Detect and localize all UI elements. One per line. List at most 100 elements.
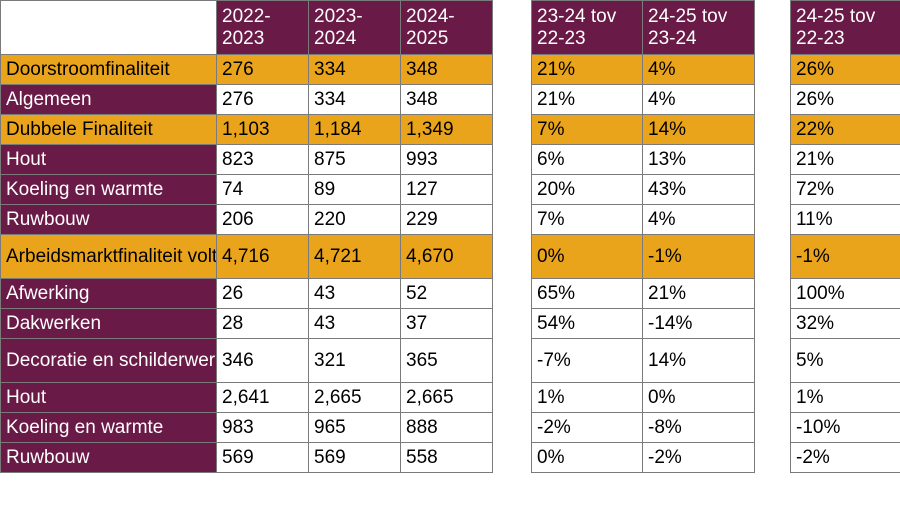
- header-spacer: [0, 0, 217, 55]
- count-cell: 334: [308, 84, 401, 115]
- table-row: 7% 14%: [531, 114, 755, 145]
- total-change-cell: 5%: [790, 338, 900, 383]
- count-cell: 321: [308, 338, 401, 383]
- change-cell: 0%: [642, 382, 755, 413]
- total-change-cell: 72%: [790, 174, 900, 205]
- table-row: -1%: [790, 234, 900, 279]
- total-change-cell: 1%: [790, 382, 900, 413]
- count-cell: 4,716: [216, 234, 309, 279]
- count-cell: 127: [400, 174, 493, 205]
- count-cell: 334: [308, 54, 401, 85]
- table-row: 65% 21%: [531, 278, 755, 309]
- count-cell: 43: [308, 278, 401, 309]
- total-change-cell: -10%: [790, 412, 900, 443]
- table-row: Arbeidsmarktfinaliteit voltijds4,7164,72…: [0, 234, 493, 279]
- total-change-cell: 32%: [790, 308, 900, 339]
- table-row: -7% 14%: [531, 338, 755, 383]
- change-cell: 0%: [531, 442, 643, 473]
- row-label: Decoratie en schilderwerk: [0, 338, 217, 383]
- change-cell: 21%: [531, 84, 643, 115]
- table-row: Dakwerken 28 43 37: [0, 308, 493, 339]
- table-row: 11%: [790, 204, 900, 235]
- table-row: 21% 4%: [531, 84, 755, 115]
- count-cell: 1,349: [400, 114, 493, 145]
- change-cell: 14%: [642, 338, 755, 383]
- change-cell: 7%: [531, 204, 643, 235]
- table-row: 54% -14%: [531, 308, 755, 339]
- change-cell: 4%: [642, 204, 755, 235]
- change-cell: 4%: [642, 54, 755, 85]
- column-header-change: 23-24 tov 22-23: [531, 0, 643, 55]
- column-header-year: 2022- 2023: [216, 0, 309, 55]
- row-label: Hout: [0, 144, 217, 175]
- count-cell: 1,184: [308, 114, 401, 145]
- change-cell: -2%: [642, 442, 755, 473]
- change-cell: 0%: [531, 234, 643, 279]
- table-row: -2% -8%: [531, 412, 755, 443]
- change-cell: 65%: [531, 278, 643, 309]
- row-label: Koeling en warmte: [0, 412, 217, 443]
- count-cell: 220: [308, 204, 401, 235]
- table-row: Decoratie en schilderwerk 346 321 365: [0, 338, 493, 383]
- count-cell: 983: [216, 412, 309, 443]
- count-cell: 52: [400, 278, 493, 309]
- change-cell: -1%: [642, 234, 755, 279]
- row-label: Afwerking: [0, 278, 217, 309]
- column-header-year: 2023- 2024: [308, 0, 401, 55]
- table-row: -2%: [790, 442, 900, 473]
- count-cell: 365: [400, 338, 493, 383]
- table-row: Afwerking 26 43 52: [0, 278, 493, 309]
- count-cell: 37: [400, 308, 493, 339]
- count-cell: 89: [308, 174, 401, 205]
- count-cell: 4,670: [400, 234, 493, 279]
- column-header-change: 24-25 tov 23-24: [642, 0, 755, 55]
- count-cell: 2,665: [308, 382, 401, 413]
- count-cell: 823: [216, 144, 309, 175]
- table-row: 22%: [790, 114, 900, 145]
- count-cell: 558: [400, 442, 493, 473]
- table-row: 21%: [790, 144, 900, 175]
- total-change-cell: 26%: [790, 54, 900, 85]
- yearly-change-table: 23-24 tov 22-23 24-25 tov 23-24 21% 4% 21% 4% 7%…: [531, 0, 755, 473]
- table-row: Ruwbouw 569 569 558: [0, 442, 493, 473]
- count-cell: 569: [216, 442, 309, 473]
- count-cell: 4,721: [308, 234, 401, 279]
- total-change-cell: 100%: [790, 278, 900, 309]
- table-row: 0% -2%: [531, 442, 755, 473]
- table-row: 6% 13%: [531, 144, 755, 175]
- total-change-cell: 21%: [790, 144, 900, 175]
- count-cell: 569: [308, 442, 401, 473]
- change-cell: -7%: [531, 338, 643, 383]
- count-cell: 26: [216, 278, 309, 309]
- count-cell: 229: [400, 204, 493, 235]
- table-row: Dubbele Finaliteit 1,103 1,184 1,349: [0, 114, 493, 145]
- row-label: Koeling en warmte: [0, 174, 217, 205]
- total-change-table: 24-25 tov 22-23 26% 26% 22% 21% 72% 11% -1% 100% 3…: [790, 0, 900, 473]
- count-cell: 993: [400, 144, 493, 175]
- table-row: 5%: [790, 338, 900, 383]
- change-cell: 21%: [531, 54, 643, 85]
- table-row: 7% 4%: [531, 204, 755, 235]
- total-change-cell: -2%: [790, 442, 900, 473]
- row-label: Dakwerken: [0, 308, 217, 339]
- table-row: 72%: [790, 174, 900, 205]
- count-cell: 74: [216, 174, 309, 205]
- table-row: Koeling en warmte 983 965 888: [0, 412, 493, 443]
- table-row: Doorstroomfinaliteit 276 334 348: [0, 54, 493, 85]
- total-change-cell: 11%: [790, 204, 900, 235]
- change-cell: -14%: [642, 308, 755, 339]
- row-label: Ruwbouw: [0, 442, 217, 473]
- table-row: 21% 4%: [531, 54, 755, 85]
- count-cell: 888: [400, 412, 493, 443]
- count-cell: 1,103: [216, 114, 309, 145]
- count-cell: 28: [216, 308, 309, 339]
- row-label: Doorstroomfinaliteit: [0, 54, 217, 85]
- table-row: Koeling en warmte 74 89 127: [0, 174, 493, 205]
- count-cell: 965: [308, 412, 401, 443]
- column-header-total-change: 24-25 tov 22-23: [790, 0, 900, 55]
- row-label: Dubbele Finaliteit: [0, 114, 217, 145]
- count-cell: 206: [216, 204, 309, 235]
- table-row: 26%: [790, 84, 900, 115]
- count-cell: 875: [308, 144, 401, 175]
- change-cell: 20%: [531, 174, 643, 205]
